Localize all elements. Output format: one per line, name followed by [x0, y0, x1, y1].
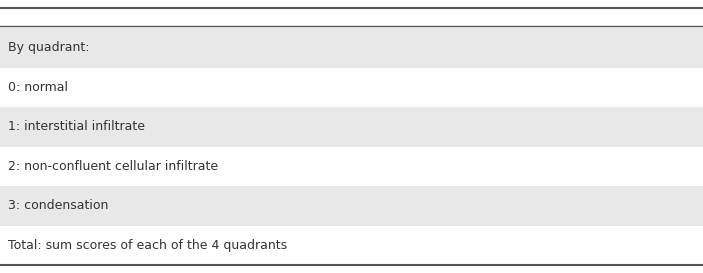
Bar — [0, 0, 703, 28]
Text: 2: non-confluent cellular infiltrate: 2: non-confluent cellular infiltrate — [8, 160, 218, 173]
Bar — [0, 67, 703, 107]
Text: Total: sum scores of each of the 4 quadrants: Total: sum scores of each of the 4 quadr… — [8, 239, 287, 252]
Text: 3: condensation: 3: condensation — [8, 199, 108, 212]
Text: 0: normal: 0: normal — [8, 81, 68, 94]
Text: By quadrant:: By quadrant: — [8, 41, 89, 54]
Bar — [0, 186, 703, 225]
Bar — [0, 107, 703, 147]
Bar — [0, 225, 703, 265]
Bar — [0, 28, 703, 67]
Text: 1: interstitial infiltrate: 1: interstitial infiltrate — [8, 120, 145, 133]
Bar — [0, 147, 703, 186]
